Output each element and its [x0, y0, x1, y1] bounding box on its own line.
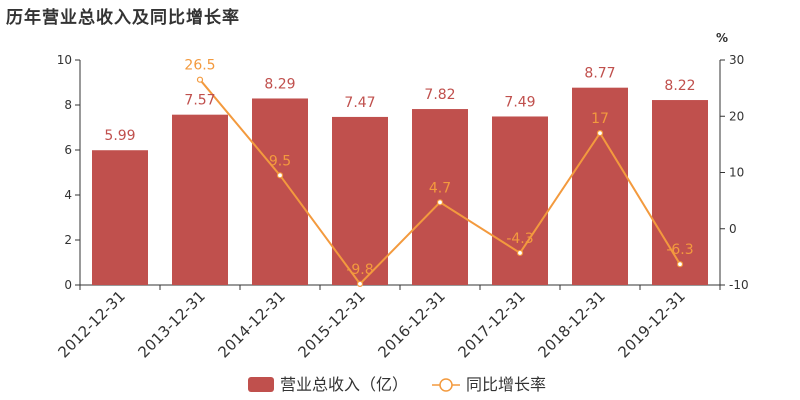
bar-value-label: 7.82	[424, 87, 455, 103]
growth-point	[196, 76, 204, 83]
growth-value-label: -4.3	[506, 231, 533, 247]
legend-line-marker	[439, 378, 453, 392]
bar	[412, 109, 468, 285]
growth-value-label: 9.5	[269, 153, 291, 169]
y-right-tick-label: 0	[729, 222, 737, 236]
line-series	[196, 76, 684, 287]
x-axis-ticks: 2012-12-31 2013-12-31 2014-12-31 2015-12-31…	[54, 287, 688, 361]
page-title: 历年营业总收入及同比增长率	[6, 8, 240, 28]
y-left-tick-label: 2	[64, 233, 72, 247]
growth-point	[356, 280, 364, 287]
bar-value-label: 8.22	[664, 78, 695, 94]
growth-point	[436, 199, 444, 206]
bar-series	[92, 87, 708, 285]
x-tick-label: 2018-12-31	[534, 287, 608, 361]
bar-value-label: 5.99	[104, 128, 135, 144]
bar	[572, 87, 628, 285]
y-left-tick-label: 4	[64, 188, 72, 202]
legend-line-label: 同比增长率	[466, 375, 546, 394]
bar-value-label: 7.47	[344, 95, 375, 111]
x-tick-label: 2015-12-31	[294, 287, 368, 361]
y-left-tick-label: 0	[64, 278, 72, 292]
x-tick-label: 2013-12-31	[134, 287, 208, 361]
growth-point	[276, 172, 284, 179]
bar-value-label: 7.57	[184, 93, 215, 109]
x-tick-label: 2014-12-31	[214, 287, 288, 361]
bar	[92, 150, 148, 285]
x-tick-label: 2012-12-31	[54, 287, 128, 361]
bar-value-label: 8.29	[264, 76, 295, 92]
y-right-tick-label: -10	[729, 278, 749, 292]
growth-value-label: 17	[591, 111, 609, 127]
legend-bar-label: 营业总收入（亿）	[280, 375, 408, 394]
growth-value-label: -6.3	[666, 242, 693, 258]
bar-value-label: 7.49	[504, 94, 535, 110]
bar-value-label: 8.77	[584, 66, 615, 82]
legend-bar-swatch	[248, 377, 274, 392]
y-left-tick-label: 8	[64, 98, 72, 112]
bar	[332, 116, 388, 285]
data-labels: 5.99 7.57 8.29 7.47 7.82 7.49 8.77 8.22 26.5 9.5 -…	[104, 58, 695, 278]
growth-point	[676, 261, 684, 268]
growth-value-label: 4.7	[429, 180, 451, 196]
bar	[252, 98, 308, 285]
growth-value-label: -9.8	[346, 262, 373, 278]
x-tick-label: 2016-12-31	[374, 287, 448, 361]
axes: 0 2 4 6 8 10 -10 0 10 20 30%	[57, 31, 749, 292]
y-right-tick-label: 30	[729, 53, 744, 67]
growth-point	[516, 249, 524, 257]
growth-value-label: 26.5	[184, 58, 215, 74]
y-right-tick-label: 10	[729, 166, 744, 180]
y-right-unit: %	[716, 31, 728, 45]
y-left-tick-label: 6	[64, 143, 72, 157]
legend: 营业总收入（亿） 同比增长率	[248, 375, 546, 394]
x-tick-label: 2019-12-31	[614, 287, 688, 361]
y-right-tick-label: 20	[729, 109, 744, 123]
x-tick-label: 2017-12-31	[454, 287, 528, 361]
y-left-tick-label: 10	[57, 53, 72, 67]
bar	[652, 100, 708, 285]
growth-point	[596, 130, 604, 137]
bar	[492, 116, 548, 285]
bar	[172, 114, 228, 285]
